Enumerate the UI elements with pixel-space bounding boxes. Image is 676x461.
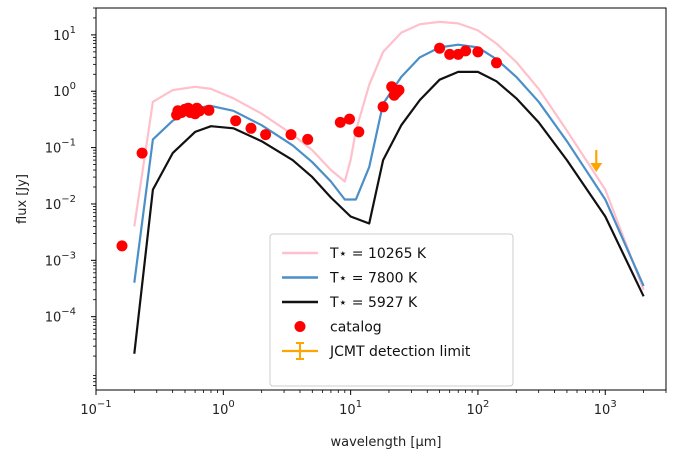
y-axis-label: flux [Jy]	[15, 174, 30, 224]
catalog-point	[460, 45, 472, 57]
catalog-point	[260, 129, 272, 141]
series-line-1	[133, 20, 645, 291]
series-line-3	[133, 70, 645, 354]
catalog-point	[203, 104, 215, 116]
jcmt-upper-limit-marker	[590, 150, 603, 173]
legend-label: catalog	[330, 320, 382, 336]
x-tick-label: 102	[466, 399, 489, 418]
plot-clip-group	[116, 20, 645, 354]
x-tick-label: 101	[339, 399, 362, 418]
catalog-point	[377, 101, 389, 113]
legend-label: T⋆ = 5927 K	[329, 295, 418, 311]
catalog-point	[285, 129, 297, 141]
x-tick-label: 103	[594, 399, 617, 418]
catalog-point	[393, 84, 405, 96]
catalog-point	[491, 57, 502, 69]
catalog-point	[245, 122, 257, 134]
y-tick-label: 101	[53, 25, 76, 44]
legend-errorbar-swatch	[282, 342, 318, 360]
axes-frame	[95, 7, 667, 391]
y-tick-label: 10−1	[45, 138, 76, 157]
legend-label: T⋆ = 10265 K	[329, 246, 427, 262]
catalog-point	[444, 48, 456, 60]
y-tick-label: 10−4	[45, 307, 76, 326]
catalog-point	[302, 133, 314, 145]
axes: 10−1 100 101 102 103 10−4 10−3 10−2 10−1 100 101	[45, 7, 667, 418]
catalog-point	[136, 147, 148, 159]
catalog-point	[334, 116, 346, 128]
catalog-point	[353, 126, 365, 138]
x-tick-label: 10−1	[80, 399, 111, 418]
legend-marker-swatch	[294, 321, 306, 332]
catalog-point	[344, 113, 355, 125]
catalog-point	[116, 240, 128, 252]
catalog-point	[230, 115, 242, 127]
y-tick-label: 100	[53, 81, 76, 100]
legend-box	[269, 233, 514, 387]
catalog-point	[434, 42, 446, 54]
y-tick-label: 10−2	[45, 194, 76, 213]
legend-label: JCMT detection limit	[329, 344, 471, 360]
x-axis-label: wavelength [μm]	[331, 435, 442, 450]
x-tick-label: 100	[212, 399, 235, 418]
catalog-point	[194, 105, 205, 117]
catalog-point	[472, 46, 484, 58]
plot-area	[116, 20, 645, 354]
legend-label: T⋆ = 7800 K	[329, 271, 418, 287]
y-tick-label: 10−3	[45, 250, 76, 269]
legend: T⋆ = 10265 K T⋆ = 7800 K T⋆ = 5927 K catalo…	[269, 233, 514, 387]
